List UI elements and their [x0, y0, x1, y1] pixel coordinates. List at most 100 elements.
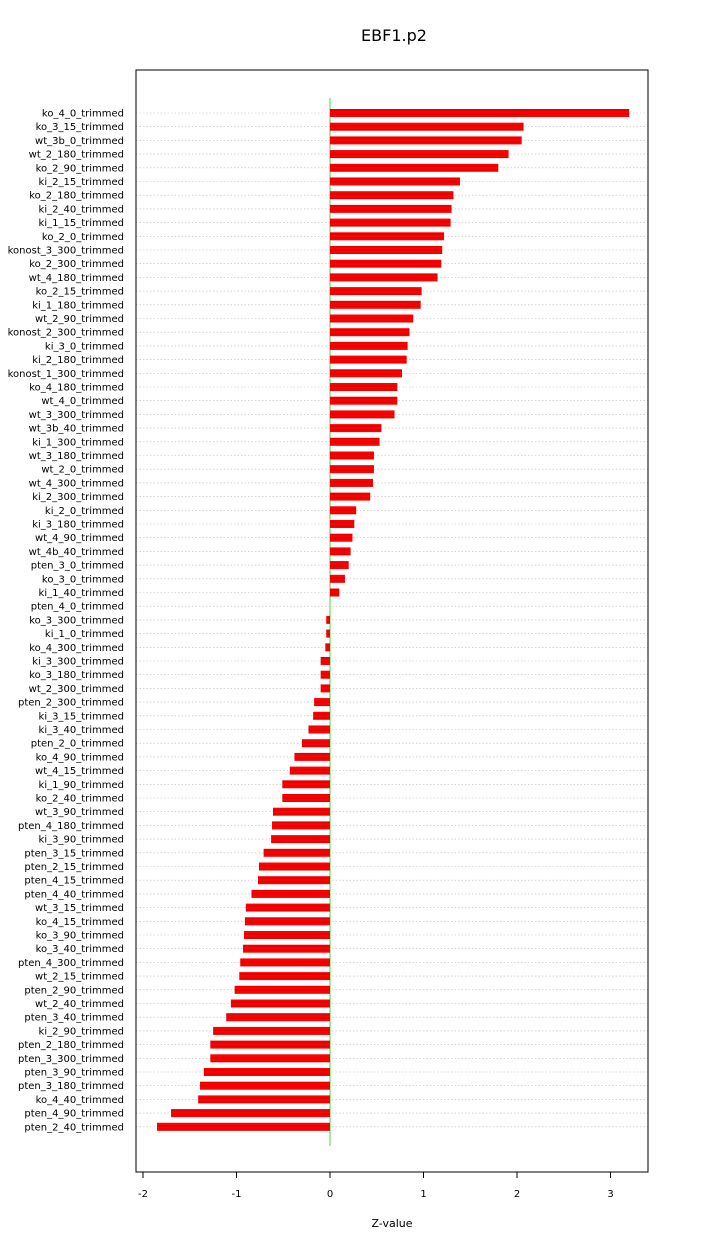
bar — [234, 985, 330, 994]
bar — [330, 396, 398, 405]
bar — [330, 424, 382, 433]
bar — [294, 752, 330, 761]
category-label: wt_4_300_trimmed — [29, 478, 124, 489]
category-label: pten_4_180_trimmed — [18, 821, 124, 832]
bar — [245, 903, 330, 912]
category-label: ko_3_0_trimmed — [42, 574, 124, 585]
category-label: ki_3_90_trimmed — [39, 835, 124, 846]
bar — [330, 561, 349, 570]
category-label: wt_2_300_trimmed — [29, 684, 124, 695]
bar — [157, 1122, 330, 1131]
x-tick-label: 0 — [327, 1189, 333, 1200]
bar — [320, 657, 330, 665]
bar — [210, 1054, 330, 1063]
category-label: wt_4_180_trimmed — [29, 273, 124, 284]
category-label: pten_4_0_trimmed — [31, 602, 124, 613]
bar — [271, 835, 330, 844]
bar — [213, 1026, 330, 1035]
bar — [330, 451, 374, 460]
bar — [330, 355, 407, 364]
x-tick-label: -2 — [138, 1189, 148, 1200]
bar — [198, 1095, 330, 1104]
bar — [330, 369, 402, 378]
bar — [330, 232, 445, 241]
bar — [263, 848, 330, 857]
category-label: wt_2_0_trimmed — [41, 465, 124, 476]
category-label: pten_3_180_trimmed — [18, 1081, 124, 1092]
category-label: ko_3_40_trimmed — [36, 944, 124, 955]
category-label: wt_4_15_trimmed — [35, 766, 124, 777]
bar — [251, 889, 330, 898]
category-label: ko_3_15_trimmed — [36, 122, 124, 133]
category-label: ki_3_40_trimmed — [39, 725, 124, 736]
category-label: ko_4_15_trimmed — [36, 917, 124, 928]
category-label: wt_4_0_trimmed — [41, 396, 124, 407]
category-label: ki_1_300_trimmed — [32, 437, 124, 448]
bar — [330, 478, 374, 487]
category-label: konost_3_300_trimmed — [8, 246, 124, 257]
bar — [325, 643, 330, 652]
category-label: ko_4_0_trimmed — [42, 109, 124, 120]
category-label: pten_4_90_trimmed — [24, 1109, 124, 1120]
category-label: ki_1_90_trimmed — [39, 780, 124, 791]
bar — [330, 150, 509, 159]
bar — [330, 273, 438, 282]
category-label: pten_2_15_trimmed — [24, 862, 124, 873]
category-label: wt_2_40_trimmed — [35, 999, 124, 1010]
bar — [272, 821, 330, 830]
bar — [330, 109, 630, 117]
bar — [330, 520, 355, 528]
category-label: ki_3_300_trimmed — [32, 657, 124, 668]
category-label: ki_3_180_trimmed — [32, 520, 124, 531]
category-label: ko_4_300_trimmed — [29, 643, 124, 654]
bar — [330, 287, 422, 296]
category-label: pten_3_0_trimmed — [31, 561, 124, 572]
bar — [289, 766, 330, 775]
bar — [330, 314, 414, 323]
category-label: konost_2_300_trimmed — [8, 328, 124, 339]
category-label: ko_2_15_trimmed — [36, 287, 124, 298]
category-label: pten_4_300_trimmed — [18, 958, 124, 969]
bar — [330, 328, 410, 337]
category-label: ko_2_40_trimmed — [36, 794, 124, 805]
category-label: ko_2_180_trimmed — [29, 191, 124, 202]
x-tick-label: 1 — [420, 1189, 426, 1200]
bar — [272, 807, 330, 816]
bar — [282, 794, 330, 802]
bar — [203, 1068, 330, 1076]
category-label: wt_3b_40_trimmed — [29, 424, 124, 435]
category-label: ki_2_40_trimmed — [39, 204, 124, 215]
category-label: ki_2_15_trimmed — [39, 177, 124, 188]
bar — [330, 259, 442, 268]
bar — [239, 972, 330, 981]
category-label: pten_3_300_trimmed — [18, 1054, 124, 1065]
category-label: ko_3_180_trimmed — [29, 670, 124, 681]
category-label: pten_2_300_trimmed — [18, 698, 124, 709]
bar — [326, 615, 330, 624]
bar — [326, 629, 330, 638]
x-tick-label: 3 — [607, 1189, 613, 1200]
gridlines — [136, 112, 648, 1128]
x-tick-label: -1 — [232, 1189, 242, 1200]
category-label: ko_2_90_trimmed — [36, 163, 124, 174]
category-label: ko_4_90_trimmed — [36, 752, 124, 763]
category-label: ki_2_90_trimmed — [39, 1026, 124, 1037]
bar — [282, 780, 330, 789]
bar — [330, 574, 345, 583]
category-label: wt_4_90_trimmed — [35, 533, 124, 544]
bar — [244, 917, 330, 926]
category-label: wt_2_180_trimmed — [29, 150, 124, 161]
bar — [330, 191, 454, 200]
category-label: pten_2_180_trimmed — [18, 1040, 124, 1051]
category-label: pten_3_90_trimmed — [24, 1068, 124, 1079]
bar — [330, 204, 452, 213]
bar — [330, 300, 421, 309]
category-label: pten_4_15_trimmed — [24, 876, 124, 887]
x-axis-label: Z-value — [371, 1217, 412, 1230]
category-label: pten_3_40_trimmed — [24, 1013, 124, 1024]
bar — [330, 506, 357, 515]
bar — [330, 218, 451, 227]
bar — [330, 547, 351, 556]
bar — [330, 588, 340, 597]
